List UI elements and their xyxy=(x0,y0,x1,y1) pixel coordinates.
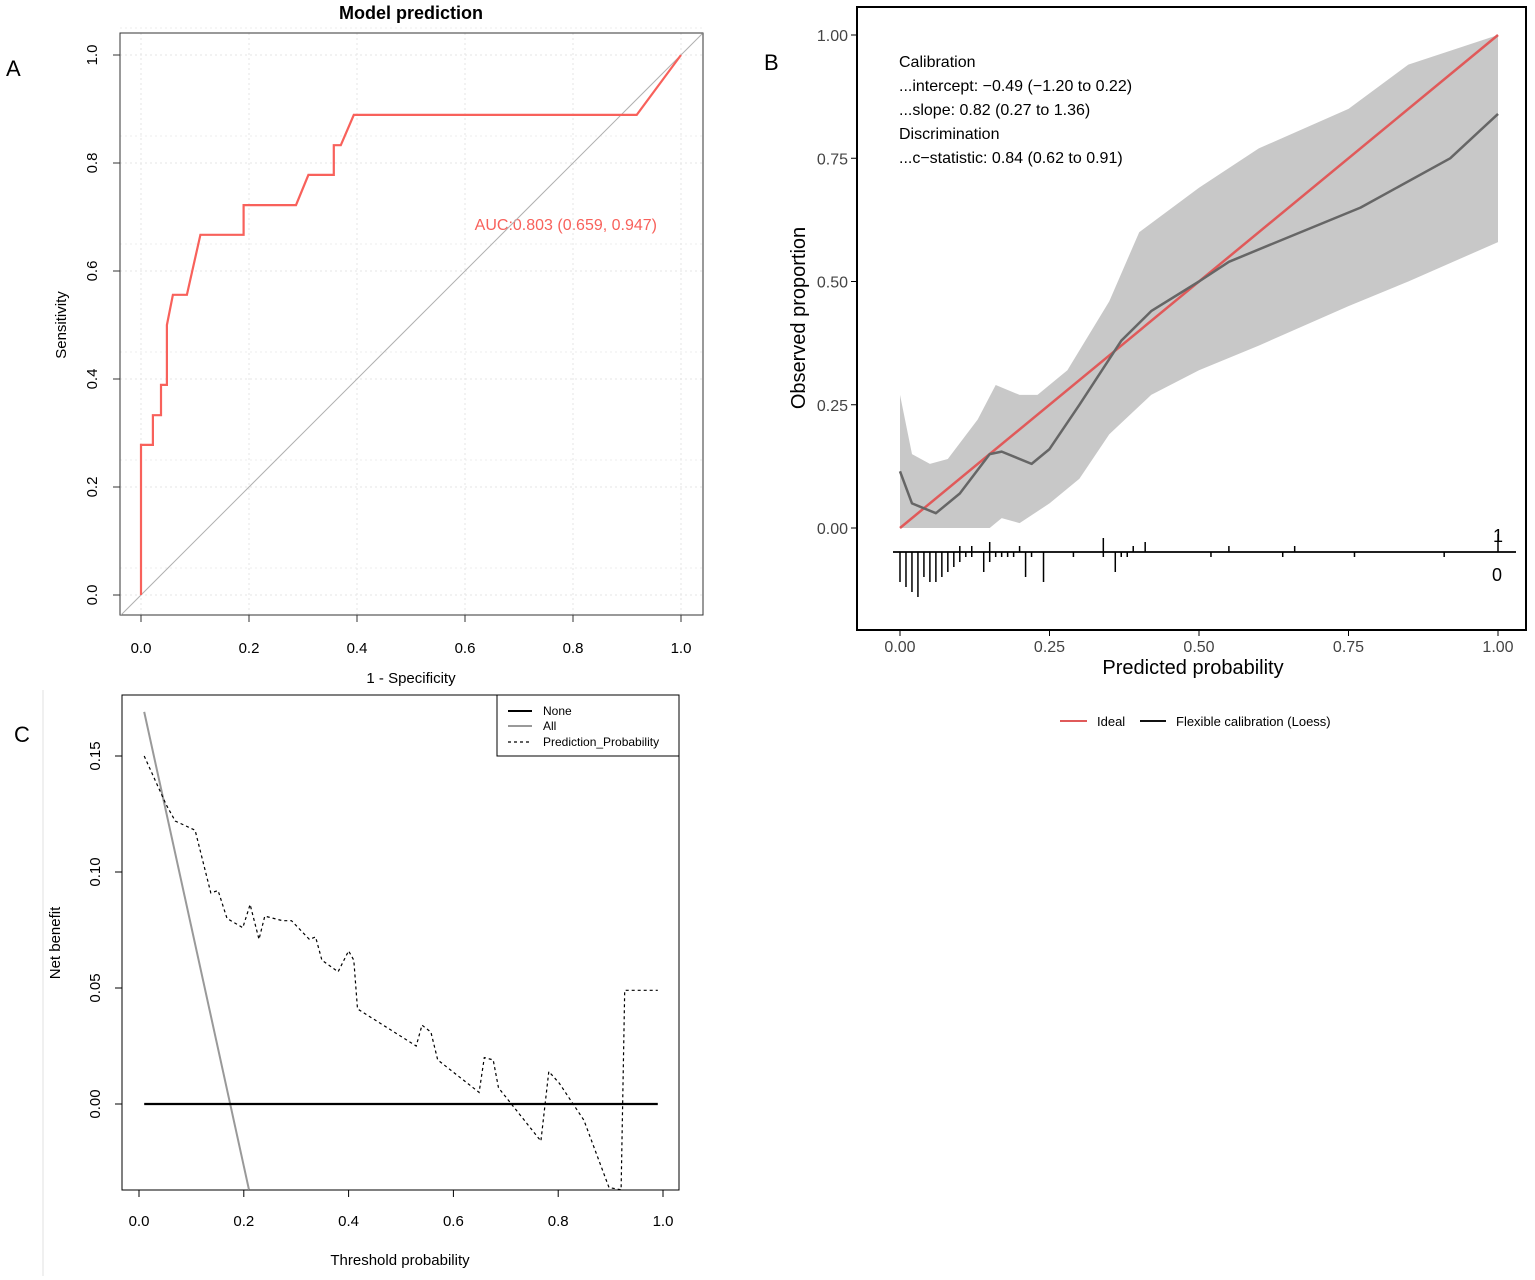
all-curve xyxy=(143,711,250,1190)
y-tick-label: 1.00 xyxy=(817,28,848,45)
x-tick-label: 0.0 xyxy=(131,640,152,657)
y-tick-label: 0.6 xyxy=(84,261,101,282)
stats-line: ...intercept: −0.49 (−1.20 to 0.22) xyxy=(899,78,1132,95)
y-tick-label: 0.4 xyxy=(84,369,101,390)
legend-loess-label: Flexible calibration (Loess) xyxy=(1176,714,1331,729)
calibration-stats: Calibration ...intercept: −0.49 (−1.20 t… xyxy=(899,54,1132,167)
calibration-legend: Ideal Flexible calibration (Loess) xyxy=(1060,714,1331,729)
y-tick-label: 0.0 xyxy=(84,585,101,606)
y-tick-label: 0.8 xyxy=(84,153,101,174)
stats-line: ...slope: 0.82 (0.27 to 1.36) xyxy=(899,102,1090,119)
y-tick-label: 0.25 xyxy=(817,398,848,415)
calibration-ylabel: Observed proportion xyxy=(788,227,810,409)
x-tick-label: 0.50 xyxy=(1183,639,1214,656)
x-tick-label: 0.2 xyxy=(233,1213,254,1230)
rug-label-nonevents: 0 xyxy=(1492,565,1502,585)
roc-xlabel: 1 - Specificity xyxy=(366,670,456,687)
reference-diagonal xyxy=(120,33,703,615)
prediction-probability-curve xyxy=(143,755,658,1190)
x-tick-label: 1.00 xyxy=(1482,639,1513,656)
loess-curve xyxy=(898,112,1499,515)
stats-line: ...c−statistic: 0.84 (0.62 to 0.91) xyxy=(899,150,1123,167)
x-tick-label: 0.6 xyxy=(455,640,476,657)
panel-label-b: B xyxy=(764,50,779,75)
x-tick-label: 0.4 xyxy=(338,1213,359,1230)
y-tick-label: 0.50 xyxy=(817,275,848,292)
y-tick-label: 1.0 xyxy=(84,45,101,66)
y-tick-label: 0.05 xyxy=(87,973,104,1002)
legend-all-label: All xyxy=(543,719,556,733)
x-tick-label: 0.00 xyxy=(884,639,915,656)
plot-frame xyxy=(856,6,1527,631)
x-tick-label: 0.6 xyxy=(443,1213,464,1230)
x-tick-label: 1.0 xyxy=(671,640,692,657)
decision-curve-chart: Threshold probability Net benefit 0.0 0.2… xyxy=(47,694,680,1269)
x-tick-label: 0.2 xyxy=(239,640,260,657)
x-tick-label: 0.75 xyxy=(1333,639,1364,656)
y-tick-label: 0.2 xyxy=(84,477,101,498)
x-tick-label: 0.0 xyxy=(129,1213,150,1230)
roc-ylabel: Sensitivity xyxy=(53,291,70,359)
y-tick-label: 0.15 xyxy=(87,741,104,770)
legend-model-label: Prediction_Probability xyxy=(543,735,659,749)
y-tick-label: 0.00 xyxy=(87,1089,104,1118)
roc-title: Model prediction xyxy=(339,3,483,23)
y-tick-label: 0.10 xyxy=(87,857,104,886)
x-tick-label: 1.0 xyxy=(653,1213,674,1230)
dca-xlabel: Threshold probability xyxy=(330,1252,470,1269)
plot-frame xyxy=(119,32,704,616)
stats-line: Calibration xyxy=(899,54,975,71)
legend-ideal-label: Ideal xyxy=(1097,714,1125,729)
x-tick-label: 0.4 xyxy=(347,640,368,657)
panel-label-a: A xyxy=(6,56,21,81)
plot-frame xyxy=(121,694,680,1191)
calibration-xlabel: Predicted probability xyxy=(1102,657,1283,679)
x-tick-label: 0.8 xyxy=(548,1213,569,1230)
calibration-chart: Predicted probability Observed proportio… xyxy=(788,6,1527,729)
legend-none-label: None xyxy=(543,704,572,718)
auc-annotation: AUC:0.803 (0.659, 0.947) xyxy=(475,217,657,234)
y-tick-label: 0.75 xyxy=(817,151,848,168)
stats-line: Discrimination xyxy=(899,126,999,143)
y-tick-label: 0.00 xyxy=(817,521,848,538)
roc-chart: Model prediction 1 - Specificity Sensiti… xyxy=(53,3,704,687)
panel-label-c: C xyxy=(14,722,30,747)
roc-curve xyxy=(139,54,682,595)
x-tick-label: 0.25 xyxy=(1034,639,1065,656)
x-tick-label: 0.8 xyxy=(563,640,584,657)
dca-legend: None All Prediction_Probability xyxy=(496,694,680,757)
dca-ylabel: Net benefit xyxy=(47,906,64,979)
